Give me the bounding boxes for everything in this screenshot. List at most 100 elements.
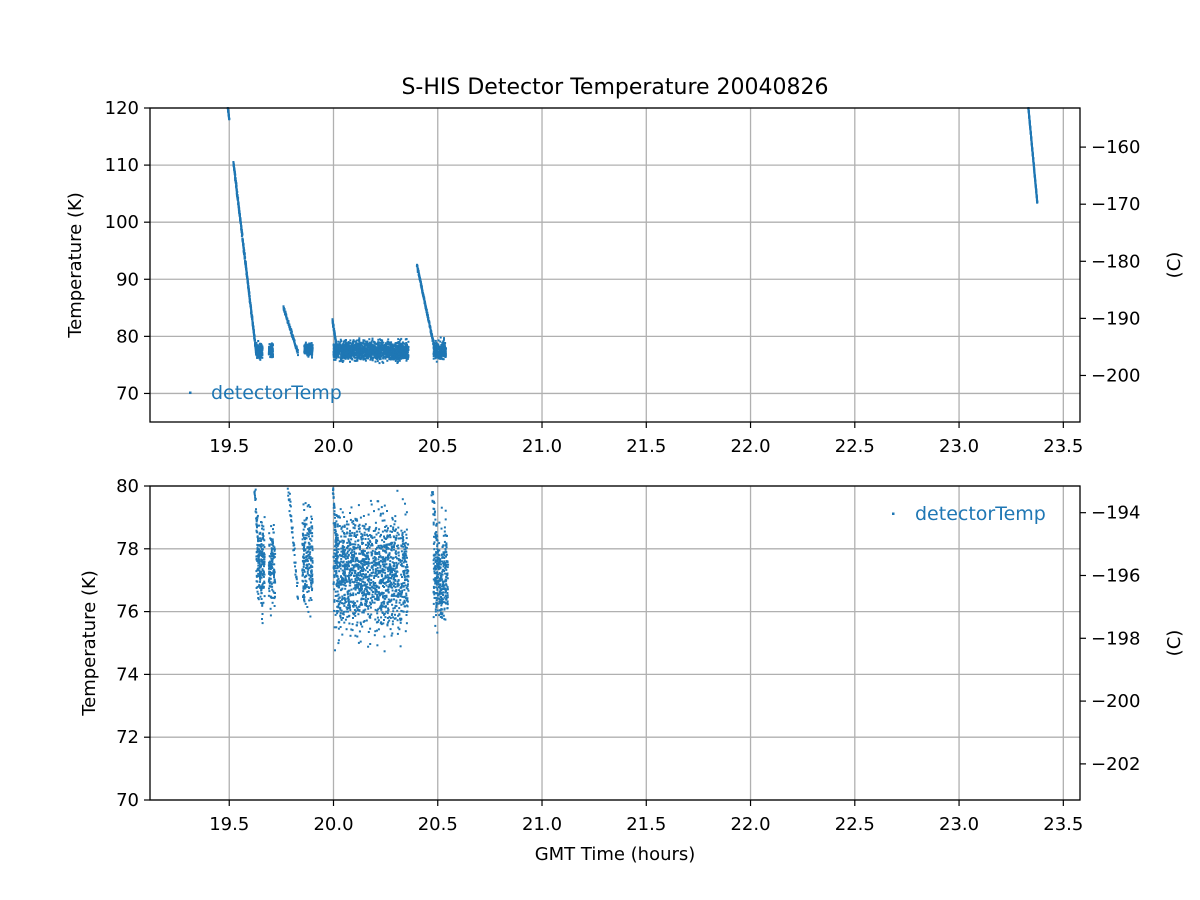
data-point — [388, 583, 391, 586]
data-point — [384, 344, 387, 347]
data-point — [341, 525, 344, 528]
data-point — [389, 571, 392, 574]
data-point — [1029, 128, 1032, 130]
data-point — [269, 607, 272, 610]
data-point — [367, 545, 369, 548]
data-point — [337, 548, 340, 551]
top-panel-frame — [149, 107, 1081, 423]
data-point — [335, 533, 338, 536]
data-point — [393, 542, 396, 545]
data-point — [242, 243, 245, 246]
data-point — [257, 544, 260, 547]
data-point — [393, 582, 396, 585]
data-point — [263, 539, 266, 542]
data-point — [334, 336, 337, 338]
data-point — [399, 645, 402, 648]
data-point — [347, 595, 350, 598]
data-point — [268, 349, 270, 352]
data-point — [352, 347, 355, 350]
data-point — [335, 357, 338, 360]
data-point — [343, 525, 346, 528]
data-point — [403, 544, 406, 547]
data-point — [353, 527, 356, 530]
data-point — [346, 552, 349, 555]
data-point — [359, 640, 362, 643]
data-point — [388, 347, 391, 350]
data-point — [362, 345, 365, 348]
data-point — [387, 527, 389, 530]
data-point — [306, 591, 309, 593]
data-point — [377, 345, 380, 348]
data-point — [255, 524, 258, 527]
data-point — [418, 273, 421, 276]
data-point — [335, 548, 338, 551]
data-point — [351, 352, 354, 355]
data-point — [306, 343, 308, 346]
data-point — [430, 333, 433, 335]
data-point — [349, 609, 352, 611]
data-point — [400, 584, 403, 587]
data-point — [403, 575, 406, 578]
data-point — [256, 590, 259, 593]
data-point — [253, 336, 256, 339]
data-point — [234, 180, 237, 182]
data-point — [405, 604, 408, 607]
data-point — [380, 581, 383, 584]
data-point — [386, 576, 389, 579]
data-point — [381, 546, 384, 549]
data-point — [401, 356, 404, 359]
data-point — [273, 556, 275, 559]
data-point — [389, 564, 392, 567]
data-point — [301, 574, 304, 577]
data-point — [384, 616, 387, 619]
data-point — [398, 355, 400, 358]
top-panel-legend-marker — [189, 391, 192, 394]
data-point — [269, 348, 272, 351]
data-point — [363, 350, 366, 353]
data-point — [343, 593, 346, 596]
data-point — [385, 594, 388, 597]
data-point — [257, 598, 260, 601]
data-point — [348, 565, 350, 568]
data-point — [308, 553, 311, 556]
data-point — [289, 505, 292, 508]
data-point — [367, 528, 370, 531]
data-point — [1028, 120, 1031, 123]
data-point — [269, 355, 272, 358]
data-point — [245, 264, 248, 267]
data-point — [240, 221, 242, 224]
data-point — [304, 341, 307, 344]
data-point — [399, 599, 402, 602]
data-point — [258, 552, 261, 555]
data-point — [258, 575, 261, 578]
data-point — [254, 343, 257, 346]
data-point — [372, 347, 375, 349]
data-point — [351, 604, 354, 607]
data-point — [259, 550, 262, 553]
data-point — [416, 264, 419, 267]
data-point — [377, 356, 380, 359]
data-point — [296, 581, 299, 584]
data-point — [354, 604, 357, 607]
data-point — [370, 345, 373, 348]
data-point — [263, 595, 266, 598]
data-point — [332, 487, 335, 490]
data-point — [355, 342, 358, 345]
data-point — [284, 311, 287, 314]
data-point — [303, 509, 306, 511]
data-point — [257, 561, 260, 564]
data-point — [398, 359, 401, 362]
data-point — [267, 580, 270, 583]
data-point — [309, 521, 312, 524]
data-point — [374, 521, 377, 524]
data-point — [1036, 201, 1039, 203]
data-point — [387, 354, 390, 357]
data-point — [389, 353, 392, 356]
data-point — [393, 606, 396, 609]
data-point — [392, 345, 395, 347]
data-point — [364, 604, 367, 607]
data-point — [237, 199, 240, 202]
data-point — [395, 553, 398, 556]
data-point — [255, 558, 258, 561]
data-point — [372, 351, 375, 354]
